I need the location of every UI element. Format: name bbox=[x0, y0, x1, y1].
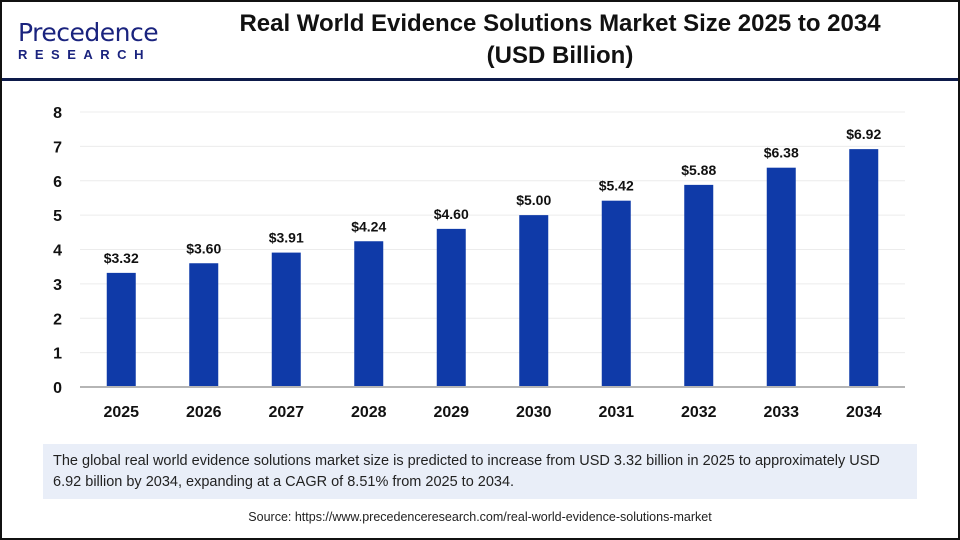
y-tick-label: 5 bbox=[53, 208, 62, 225]
x-tick-label: 2033 bbox=[763, 404, 799, 421]
header: Precedence RESEARCH Real World Evidence … bbox=[0, 0, 960, 81]
bar bbox=[189, 263, 219, 387]
x-tick-label: 2032 bbox=[681, 404, 717, 421]
data-label: $3.91 bbox=[269, 230, 304, 246]
y-tick-label: 3 bbox=[53, 277, 62, 294]
bar bbox=[436, 228, 466, 387]
source-text: Source: https://www.precedenceresearch.c… bbox=[248, 510, 712, 524]
y-tick-label: 1 bbox=[53, 346, 62, 363]
x-tick-label: 2027 bbox=[268, 404, 304, 421]
x-tick-label: 2030 bbox=[516, 404, 552, 421]
bar bbox=[601, 200, 631, 387]
x-tick-label: 2029 bbox=[433, 404, 469, 421]
chart-title: Real World Evidence Solutions Market Siz… bbox=[180, 8, 940, 72]
data-label: $6.92 bbox=[846, 126, 881, 142]
data-label: $4.60 bbox=[434, 206, 469, 222]
logo-subtext: RESEARCH bbox=[18, 47, 151, 62]
bar bbox=[849, 149, 879, 387]
y-tick-label: 0 bbox=[53, 380, 62, 397]
description-box: The global real world evidence solutions… bbox=[43, 444, 917, 499]
data-label: $3.60 bbox=[186, 240, 221, 256]
x-tick-label: 2034 bbox=[846, 404, 882, 421]
x-tick-label: 2028 bbox=[351, 404, 387, 421]
bar bbox=[684, 184, 714, 387]
y-tick-label: 7 bbox=[53, 139, 62, 156]
logo-text: Precedence bbox=[18, 18, 159, 47]
data-label: $5.00 bbox=[516, 192, 551, 208]
title-line-1: Real World Evidence Solutions Market Siz… bbox=[239, 10, 881, 37]
precedence-research-logo: Precedence RESEARCH bbox=[18, 18, 159, 63]
bar bbox=[766, 167, 796, 387]
y-tick-label: 8 bbox=[53, 105, 62, 122]
x-tick-label: 2026 bbox=[186, 404, 222, 421]
y-tick-label: 4 bbox=[53, 243, 62, 260]
bar bbox=[519, 215, 549, 387]
data-label: $6.38 bbox=[764, 145, 799, 161]
data-label: $4.24 bbox=[351, 218, 386, 234]
x-tick-label: 2031 bbox=[598, 404, 634, 421]
bar bbox=[106, 272, 136, 387]
data-label: $3.32 bbox=[104, 250, 139, 266]
y-tick-label: 6 bbox=[53, 174, 62, 191]
data-label: $5.42 bbox=[599, 178, 634, 194]
x-tick-label: 2025 bbox=[103, 404, 139, 421]
title-line-2: (USD Billion) bbox=[486, 42, 634, 69]
y-tick-label: 2 bbox=[53, 311, 62, 328]
data-label: $5.88 bbox=[681, 162, 716, 178]
bar bbox=[271, 252, 301, 387]
bar bbox=[354, 241, 384, 387]
